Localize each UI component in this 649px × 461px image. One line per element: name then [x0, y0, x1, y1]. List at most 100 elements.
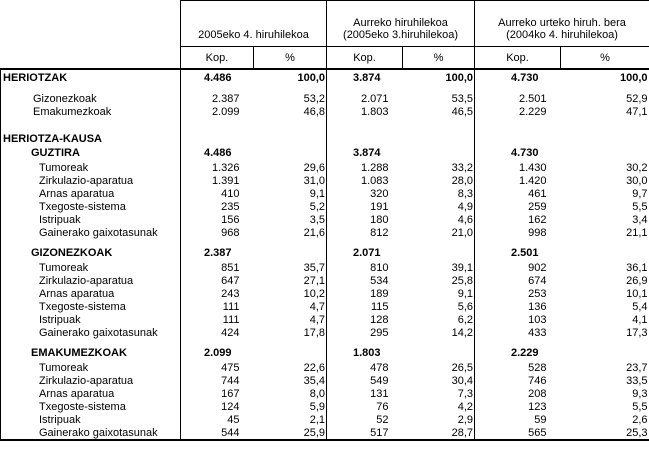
- cell-count: 565: [474, 426, 561, 441]
- cell-percent: 3,4: [560, 213, 649, 226]
- cell-percent: 2,9: [402, 413, 476, 426]
- row-label: Txegoste-sistema: [0, 400, 181, 413]
- table-row: Zirkulazio-aparatua 744 35,4 549 30,4 746 33,5: [0, 374, 649, 387]
- cell-percent: 53,2: [253, 92, 328, 105]
- cell-percent: 17,3: [560, 326, 649, 339]
- row-label: Istripuak: [0, 313, 181, 326]
- cell-count: 544: [180, 426, 254, 441]
- cell-count: 162: [528, 213, 547, 226]
- cell-percent: 21,6: [253, 226, 328, 239]
- col-pct: %: [402, 46, 476, 70]
- cell-count: 243: [221, 287, 240, 300]
- cell-count: 180: [370, 213, 389, 226]
- cell-count: 674: [528, 274, 547, 287]
- cell-count: 131: [370, 387, 389, 400]
- cell-percent: 2,6: [560, 413, 649, 426]
- cell-count: 167: [221, 387, 240, 400]
- cell-count: 124: [221, 400, 240, 413]
- table-row: Gainerako gaixotasunak 544 25,9 517 28,7 565 2…: [0, 426, 649, 441]
- cell-percent: 47,1: [560, 105, 649, 118]
- cell-percent: 52,9: [560, 92, 649, 105]
- row-label: Gainerako gaixotasunak: [0, 426, 181, 441]
- table-row: Istripuak 111 4,7 128 6,2 103 4,1: [0, 313, 649, 326]
- cell-count: 3.874: [352, 72, 381, 84]
- cell-percent: 4,2: [402, 400, 476, 413]
- cell-count: 549: [370, 374, 389, 387]
- cell-percent: 7,3: [402, 387, 476, 400]
- row-label: Gainerako gaixotasunak: [0, 326, 181, 339]
- cell-percent: [253, 86, 328, 92]
- cell-count: 1.420: [518, 174, 547, 187]
- cell-count: 3.874: [352, 147, 381, 159]
- table-row: Txegoste-sistema 235 5,2 191 4,9 259 5,5: [0, 200, 649, 213]
- cell-percent: 46,8: [253, 105, 328, 118]
- cell-count: 4.486: [203, 72, 232, 84]
- cell-count: 902: [528, 261, 547, 274]
- cell-count: [475, 118, 561, 132]
- cell-count: 208: [528, 387, 547, 400]
- cell-percent: 4,7: [253, 313, 328, 326]
- cell-percent: 9,1: [253, 187, 328, 200]
- cell-percent: [560, 86, 649, 92]
- row-label: Emakumezkoak: [0, 105, 181, 118]
- table-row: Txegoste-sistema 111 4,7 115 5,6 136 5,4: [0, 300, 649, 313]
- table-row: Tumoreak 1.326 29,6 1.288 33,2 1.430 30,2: [0, 161, 649, 174]
- row-label: GIZONEZKOAK: [0, 245, 181, 261]
- cell-count: 4.730: [510, 147, 539, 159]
- cell-percent: 2,1: [253, 413, 328, 426]
- cell-count: 2.099: [203, 347, 232, 359]
- cell-count: 812: [370, 226, 389, 239]
- cell-percent: 8,3: [402, 187, 476, 200]
- row-label: Zirkulazio-aparatua: [0, 374, 181, 387]
- row-label: HERIOTZA-KAUSA: [0, 132, 181, 145]
- row-label: HERIOTZAK: [0, 69, 181, 86]
- cell-percent: [253, 245, 328, 261]
- corner-blank: [1, 1, 181, 47]
- cell-percent: 28,0: [402, 174, 476, 187]
- cell-count: 2.229: [518, 105, 547, 118]
- cell-count: 59: [534, 413, 547, 426]
- table-row: Gainerako gaixotasunak 424 17,8 295 14,2 433 1…: [0, 326, 649, 339]
- cell-percent: [253, 239, 328, 245]
- cell-percent: 35,4: [253, 374, 328, 387]
- cell-percent: 31,0: [253, 174, 328, 187]
- row-label: Txegoste-sistema: [0, 300, 181, 313]
- col-kop: Kop.: [326, 46, 404, 70]
- cell-percent: 25,3: [560, 426, 649, 441]
- cell-percent: 30,2: [560, 161, 649, 174]
- cell-percent: 17,8: [253, 326, 328, 339]
- cell-count: 295: [370, 326, 389, 339]
- table-row: HERIOTZAK 4.486 100,0 3.874 100,0 4.730 100,0: [0, 69, 649, 86]
- cell-count: 851: [221, 261, 240, 274]
- cell-percent: 30,4: [402, 374, 476, 387]
- cell-count: 4.486: [203, 147, 232, 159]
- cell-percent: [402, 86, 476, 92]
- row-label: Istripuak: [0, 413, 181, 426]
- spacer-row: [0, 339, 649, 345]
- cell-count: 998: [528, 226, 547, 239]
- col-pct: %: [560, 46, 649, 70]
- row-label: [0, 339, 181, 345]
- spacer-row: [0, 86, 649, 92]
- cell-count: 1.803: [360, 105, 389, 118]
- cell-percent: 27,1: [253, 274, 328, 287]
- cell-count: 2.387: [203, 247, 232, 259]
- cell-count: 534: [370, 274, 389, 287]
- cell-percent: 5,5: [560, 200, 649, 213]
- cell-count: 115: [370, 300, 389, 313]
- corner-blank: [0, 46, 181, 70]
- cell-count: 517: [326, 426, 403, 441]
- row-label: Tumoreak: [0, 261, 181, 274]
- cell-percent: [560, 239, 649, 245]
- row-label: GUZTIRA: [0, 145, 181, 161]
- cell-count: 744: [221, 374, 240, 387]
- cell-count: 259: [528, 200, 547, 213]
- cell-count: 123: [528, 400, 547, 413]
- cell-percent: 46,5: [402, 105, 476, 118]
- cell-count: 746: [528, 374, 547, 387]
- cell-percent: [253, 118, 328, 132]
- cell-count: 1.430: [518, 161, 547, 174]
- cell-count: 76: [376, 400, 389, 413]
- cell-count: 235: [221, 200, 240, 213]
- cell-count: 52: [376, 413, 389, 426]
